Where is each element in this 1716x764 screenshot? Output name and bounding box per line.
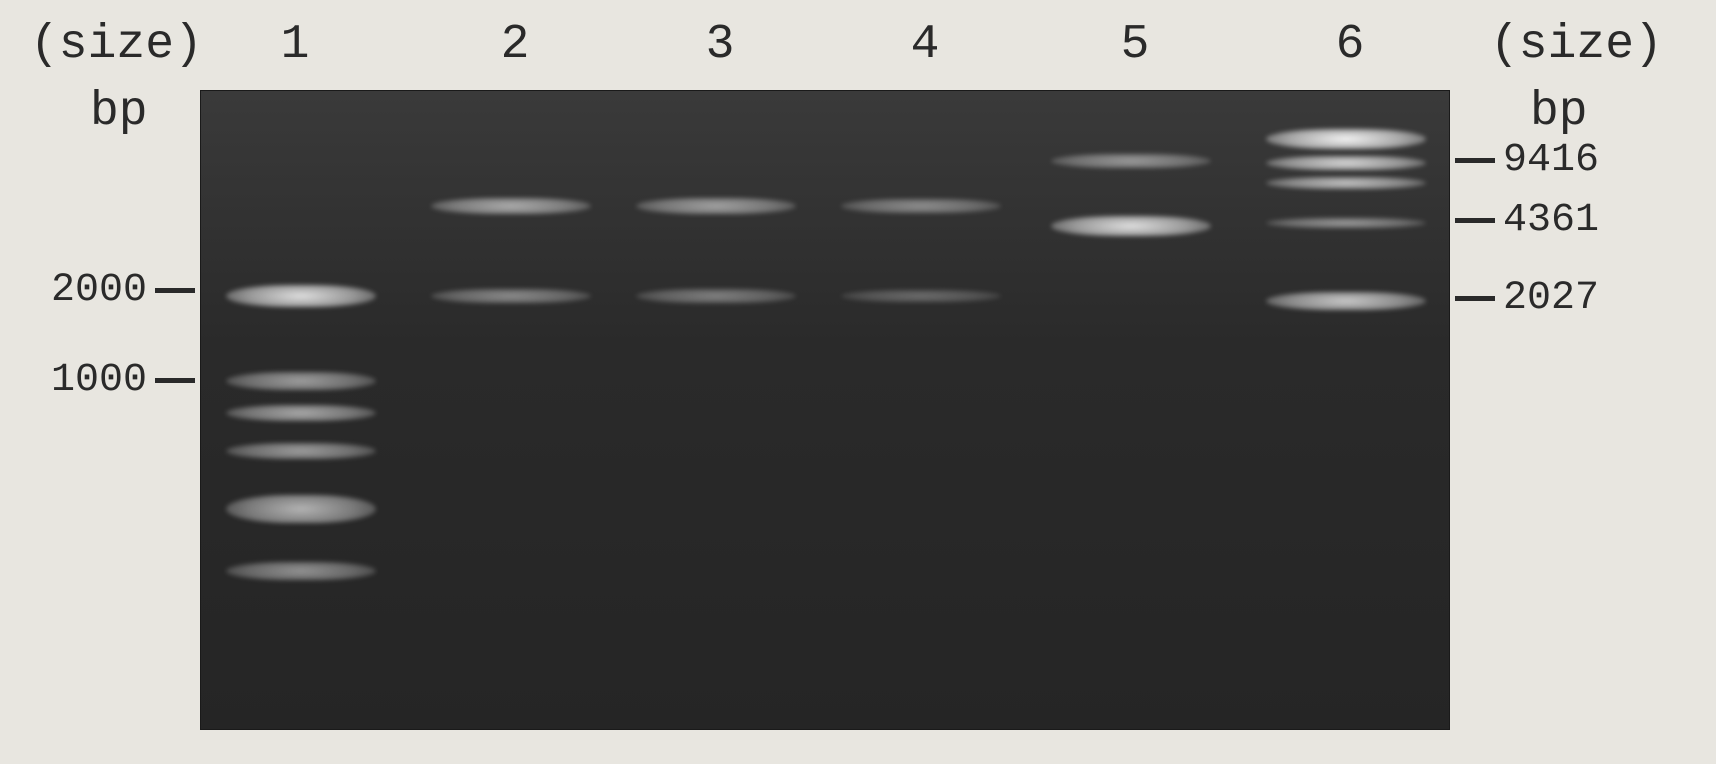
- bp-label-right: bp: [1530, 85, 1588, 139]
- lane-header-1: 1: [255, 18, 335, 72]
- gel-image: [200, 90, 1450, 730]
- marker-left-value: 2000: [51, 268, 147, 313]
- gel-band: [1266, 292, 1426, 310]
- gel-band: [636, 289, 796, 303]
- marker-right-2027: 2027: [1455, 276, 1599, 321]
- gel-band: [1266, 129, 1426, 149]
- gel-band: [1266, 218, 1426, 228]
- marker-left-1000: 1000: [51, 358, 195, 403]
- gel-band: [226, 443, 376, 459]
- size-label-left: (size): [30, 18, 203, 72]
- marker-left-2000: 2000: [51, 268, 195, 313]
- gel-band: [636, 198, 796, 214]
- lane-header-6: 6: [1310, 18, 1390, 72]
- marker-right-9416: 9416: [1455, 138, 1599, 183]
- size-label-right: (size): [1490, 18, 1663, 72]
- lane-header-5: 5: [1095, 18, 1175, 72]
- gel-band: [226, 285, 376, 307]
- gel-band: [226, 495, 376, 523]
- gel-band: [431, 198, 591, 214]
- gel-band: [841, 290, 1001, 302]
- gel-band: [226, 562, 376, 580]
- lane-header-3: 3: [680, 18, 760, 72]
- gel-band: [431, 289, 591, 303]
- tick-icon: [1455, 296, 1495, 301]
- gel-band: [226, 372, 376, 390]
- tick-icon: [1455, 218, 1495, 223]
- lane-header-2: 2: [475, 18, 555, 72]
- gel-band: [841, 199, 1001, 213]
- gel-band: [1051, 154, 1211, 168]
- marker-right-value: 4361: [1503, 198, 1599, 243]
- marker-left-value: 1000: [51, 358, 147, 403]
- gel-band: [1051, 216, 1211, 236]
- marker-right-value: 2027: [1503, 276, 1599, 321]
- marker-right-4361: 4361: [1455, 198, 1599, 243]
- tick-icon: [1455, 158, 1495, 163]
- bp-label-left: bp: [90, 85, 148, 139]
- marker-right-value: 9416: [1503, 138, 1599, 183]
- tick-icon: [155, 288, 195, 293]
- tick-icon: [155, 378, 195, 383]
- gel-band: [226, 405, 376, 421]
- lane-header-4: 4: [885, 18, 965, 72]
- gel-band: [1266, 156, 1426, 170]
- gel-band: [1266, 177, 1426, 189]
